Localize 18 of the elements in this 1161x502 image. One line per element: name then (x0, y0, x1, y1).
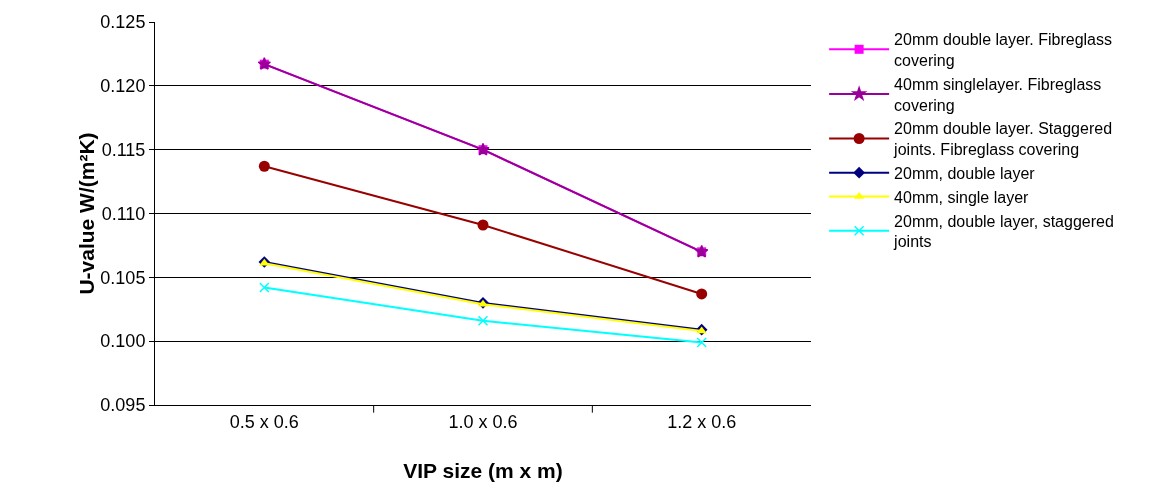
y-tick-label: 0.125 (100, 12, 146, 33)
legend-label: 40mm, single layer (894, 188, 1030, 206)
legend-label: 20mm double layer. Fibreglass covering (894, 31, 1113, 69)
x-axis-title: VIP size (m x m) (403, 459, 563, 482)
y-tick-label: 0.115 (101, 139, 146, 160)
y-tick-label: 0.110 (101, 203, 146, 224)
y-axis-title: U-value W/(m²K) (75, 132, 99, 295)
legend-label: 20mm, double layer (894, 164, 1036, 182)
legend-label: 20mm double layer. Staggered joints. Fibreglass covering (893, 120, 1113, 159)
x-tick-label: 0.5 x 0.6 (229, 411, 299, 432)
y-tick-label: 0.095 (100, 395, 146, 416)
y-tick-label: 0.120 (100, 76, 146, 97)
legend-label: 40mm singlelayer. Fibreglass covering (894, 75, 1102, 114)
x-tick-label: 1.0 x 0.6 (448, 411, 518, 432)
x-tick-label: 1.2 x 0.6 (667, 411, 737, 432)
y-tick-label: 0.100 (100, 331, 146, 352)
legend-label: 20mm, double layer, staggered joints (893, 212, 1114, 251)
y-tick-label: 0.105 (100, 267, 146, 288)
